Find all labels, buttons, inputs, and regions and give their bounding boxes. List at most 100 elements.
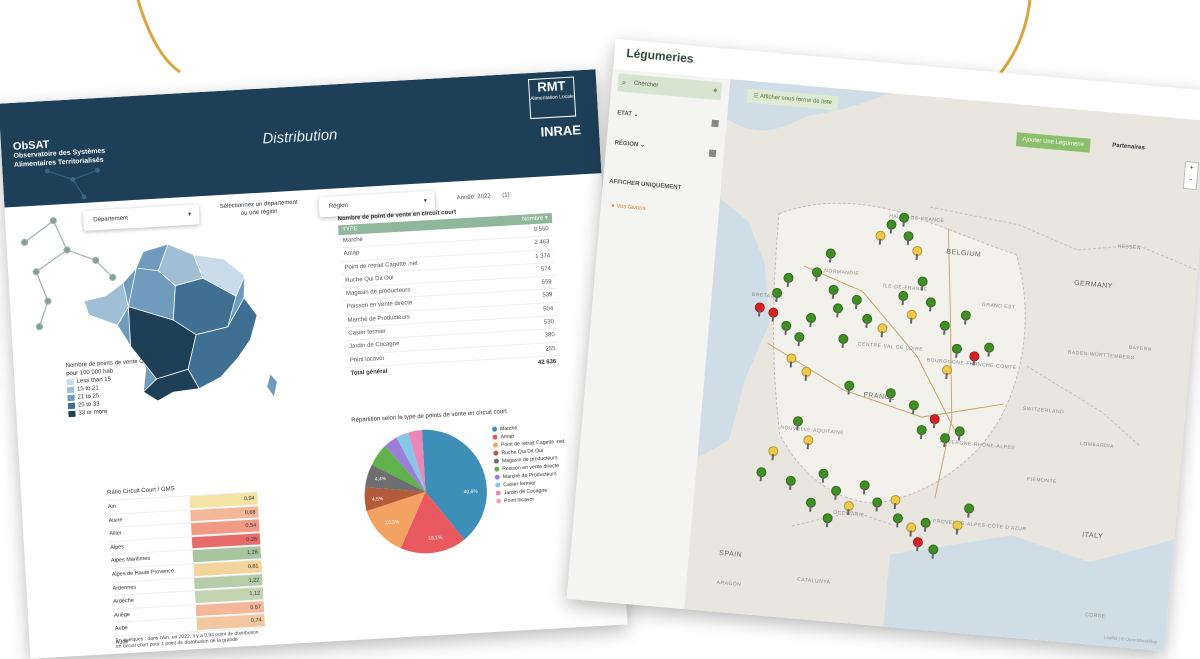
table-cell-count: 1 374 xyxy=(534,252,551,260)
ratio-row-label: Ardennes xyxy=(112,584,137,592)
pie-label-cagette: 10,3% xyxy=(385,519,400,526)
filter-region[interactable]: RÉGION ⌄ xyxy=(614,139,645,149)
legend-swatch xyxy=(67,394,75,402)
chevron-down-icon: ⌄ xyxy=(639,142,646,149)
year-label: Année: 2022 xyxy=(456,193,491,202)
pie-legend: Marché Amap Point de retrait Cagette .net R… xyxy=(491,422,568,506)
legend-dot-icon xyxy=(494,474,500,480)
table-cell-count: 2 463 xyxy=(534,239,550,247)
table-cell-type: Casier fermier xyxy=(348,328,387,337)
map-view[interactable]: ☰ Afficher sous forme de liste Ajouter U… xyxy=(684,79,1200,652)
favorites-label: Vos favoris xyxy=(616,203,646,213)
rmt-logo-subtitle: Alimentation Locale xyxy=(530,93,575,103)
region-checkbox[interactable] xyxy=(708,149,717,158)
chevron-down-icon: ⌄ xyxy=(633,111,639,119)
rmt-logo: RMT Alimentation Locale xyxy=(527,76,577,120)
table-cell-count: 539 xyxy=(542,292,553,300)
table-cell-count: 559 xyxy=(541,279,552,286)
table-cell-type: Marché xyxy=(342,236,364,245)
zoom-control[interactable]: + − xyxy=(1182,161,1200,191)
legend-dot-icon xyxy=(494,466,500,472)
page-title: Distribution xyxy=(261,126,338,148)
table-cell-type: Point locavor xyxy=(349,355,385,364)
list-icon: ☰ xyxy=(752,93,759,100)
ratio-row-label: Aube xyxy=(114,625,128,633)
ratio-row-label: Ain xyxy=(107,503,117,511)
total-label: Total général xyxy=(350,368,388,377)
legend-dot-icon xyxy=(495,490,501,496)
table-cell-count: 9 550 xyxy=(533,226,549,234)
legend-dot-icon xyxy=(493,450,499,456)
ratio-row-label: Ardèche xyxy=(113,597,135,606)
pie-chart-section: Répartition selon le type de points de v… xyxy=(351,403,619,571)
zoom-in-icon[interactable]: + xyxy=(1189,164,1194,172)
rmt-logo-text: RMT xyxy=(536,78,566,95)
filter-etat-label: ETAT xyxy=(616,110,633,118)
pie-label-amap: 19,1% xyxy=(428,535,443,542)
legumeries-map-card: Légumeries ⌕ Chercher ⌖ ETAT ⌄ RÉGION ⌄ … xyxy=(566,38,1200,652)
ratio-row-label: Ariège xyxy=(113,611,131,619)
region-select-value: Région xyxy=(328,202,349,210)
table-cell-count: 530 xyxy=(543,319,555,326)
network-decoration xyxy=(44,167,100,200)
ratio-row-label: Alpes Maritimes xyxy=(110,556,151,565)
legend-label: 33 or more xyxy=(78,408,108,417)
pie-label-magasin: 4,4% xyxy=(375,476,387,483)
chevron-down-icon: ▾ xyxy=(423,198,427,205)
pie-label-ruche: 4,5% xyxy=(372,496,384,503)
locate-icon[interactable]: ⌖ xyxy=(712,85,718,95)
france-choropleth-map[interactable] xyxy=(73,234,282,415)
table-cell-count: 574 xyxy=(540,266,552,273)
chevron-down-icon: ▾ xyxy=(188,211,192,218)
map-legend: Nombre de points de vente CC pour 100 00… xyxy=(65,357,164,418)
legend-dot-icon xyxy=(495,482,501,488)
ratio-row-label: Allier xyxy=(109,530,122,538)
table-cell-count: 255 xyxy=(545,345,556,353)
favorites-dot-icon: ● xyxy=(610,203,615,210)
filter-region-label: RÉGION xyxy=(614,140,639,149)
table-cell-type: Amap xyxy=(343,250,360,258)
search-input[interactable]: ⌕ Chercher ⌖ xyxy=(617,73,723,101)
legend-dot-icon xyxy=(491,426,498,432)
legend-dot-icon xyxy=(492,434,498,440)
ratio-row-label: Aisne xyxy=(108,516,123,524)
map-legend-items: Less than 15 15 to 21 21 to 25 25 to 33 33 o… xyxy=(66,373,164,418)
etat-checkbox[interactable] xyxy=(711,119,719,128)
pie-label-marche: 40,6% xyxy=(463,489,478,496)
inrae-logo: INRAE xyxy=(540,122,582,140)
page-title: Légumeries xyxy=(625,45,695,66)
obsat-dashboard-card: ObSAT Observatoire des Systèmes Alimenta… xyxy=(0,69,628,659)
network-graphic xyxy=(20,217,117,331)
table-cell-count: 504 xyxy=(543,305,554,313)
pie-legend-label: Point locavor xyxy=(504,496,535,505)
ratio-table: Ratio Circuit Court / GMS Ain 0,94 Aisne 0,… xyxy=(107,481,266,650)
legend-swatch xyxy=(66,378,74,386)
legend-dot-icon xyxy=(492,442,499,448)
departement-select-value: Département xyxy=(93,215,129,224)
basemap xyxy=(684,79,1200,652)
legend-dot-icon xyxy=(496,498,502,504)
year-filter[interactable]: Année: 2022 (1) xyxy=(457,192,510,201)
legend-swatch xyxy=(66,386,75,394)
legend-swatch xyxy=(67,402,76,410)
legend-swatch xyxy=(68,410,76,418)
filter-etat[interactable]: ETAT ⌄ xyxy=(617,109,639,118)
points-of-sale-table: Nombre de point de vente en circuit cour… xyxy=(338,204,561,380)
afficher-uniquement-label: AFFICHER UNIQUEMENT xyxy=(608,178,682,192)
ratio-row-label: Alpes de Haute Provence xyxy=(111,568,175,578)
dashboard-header: ObSAT Observatoire des Systèmes Alimenta… xyxy=(0,69,602,208)
search-icon: ⌕ xyxy=(621,77,627,88)
zoom-out-icon[interactable]: − xyxy=(1188,176,1193,184)
table-cell-count: 380 xyxy=(544,332,555,339)
ratio-rows: Ain 0,94 Aisne 0,68 Allier 0,54 Alpes 0,26 Alpes… xyxy=(107,491,266,650)
pie-chart[interactable]: 40,6% 19,1% 10,3% 4,5% 4,4% xyxy=(352,418,500,566)
table-rows: Marché 9 550 Amap 2 463 Point de retrait Cag… xyxy=(338,222,560,369)
favorites-filter[interactable]: ● Vos favoris xyxy=(611,203,646,212)
search-placeholder: Chercher xyxy=(633,80,659,89)
list-view-label: Afficher sous forme de liste xyxy=(759,93,833,107)
total-value: 42 636 xyxy=(537,358,557,367)
legend-dot-icon xyxy=(493,458,500,464)
ratio-row-label: Alpes xyxy=(110,543,125,551)
select-hint: Sélectionnez un département ou une régio… xyxy=(219,199,298,217)
year-extra: (1) xyxy=(502,192,510,199)
